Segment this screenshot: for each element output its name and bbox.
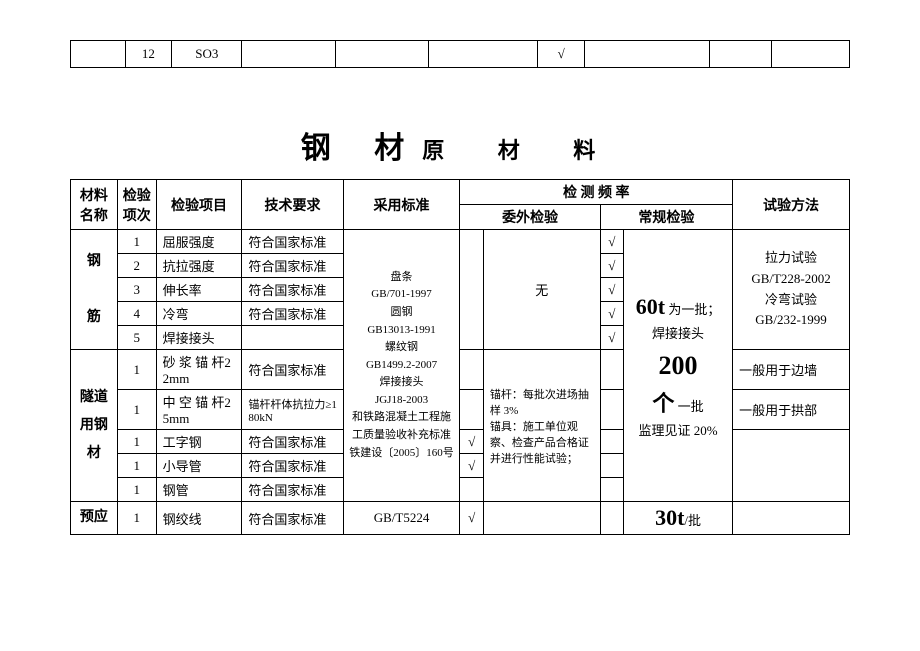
r-out-empty — [460, 230, 483, 350]
t1-m: 一般用于边墙 — [733, 350, 850, 390]
t5-t: 符合国家标准 — [242, 478, 343, 502]
t2-n: 1 — [117, 390, 156, 430]
cat-pres: 预应 — [71, 502, 118, 535]
top-c9 — [709, 41, 771, 68]
t2-t: 锚杆杆体抗拉力≥180kN — [242, 390, 343, 430]
t3-out: √ — [460, 430, 483, 454]
r1-chk: √ — [600, 230, 623, 254]
top-c1 — [71, 41, 126, 68]
t5-p: 钢管 — [156, 478, 242, 502]
top-c8 — [585, 41, 710, 68]
r5-n: 5 — [117, 326, 156, 350]
top-c3: SO3 — [172, 41, 242, 68]
r4-t: 符合国家标准 — [242, 302, 343, 326]
outsrc-none: 无 — [483, 230, 600, 350]
p1-t: 符合国家标准 — [242, 502, 343, 535]
hdr-item: 检验项次 — [117, 180, 156, 230]
r3-t: 符合国家标准 — [242, 278, 343, 302]
p1-n: 1 — [117, 502, 156, 535]
tunnel-outnote: 锚杆：每批次进场抽样 3% 锚具：施工单位观察、检查产品合格证并进行性能试验； — [483, 350, 600, 502]
r5-chk: √ — [600, 326, 623, 350]
p1-routine: 30t/批 — [624, 502, 733, 535]
t2-chk — [600, 390, 623, 430]
r3-chk: √ — [600, 278, 623, 302]
t4-out: √ — [460, 454, 483, 478]
hdr-standard: 采用标准 — [343, 180, 460, 230]
hdr-tech: 技术要求 — [242, 180, 343, 230]
r5-p: 焊接接头 — [156, 326, 242, 350]
p1-m — [733, 502, 850, 535]
standard-block: 盘条 GB/701-1997 圆钢 GB13013-1991 螺纹钢 GB149… — [343, 230, 460, 502]
t5-out — [460, 478, 483, 502]
t4-chk — [600, 454, 623, 478]
hdr-routine: 常规检验 — [600, 205, 732, 230]
hdr-outsrc: 委外检验 — [460, 205, 600, 230]
t1-n: 1 — [117, 350, 156, 390]
r5-t — [242, 326, 343, 350]
p1-chk — [600, 502, 623, 535]
r1-n: 1 — [117, 230, 156, 254]
t3-p: 工字钢 — [156, 430, 242, 454]
top-c5 — [335, 41, 428, 68]
t5-chk — [600, 478, 623, 502]
method-rebar: 拉力试验 GB/T228-2002 冷弯试验 GB/232-1999 — [733, 230, 850, 350]
hdr-project: 检验项目 — [156, 180, 242, 230]
top-c4 — [242, 41, 335, 68]
r4-n: 4 — [117, 302, 156, 326]
t1-p: 砂 浆 锚 杆22mm — [156, 350, 242, 390]
title-big: 钢 材 — [301, 132, 423, 165]
t3-n: 1 — [117, 430, 156, 454]
p1-std: GB/T5224 — [343, 502, 460, 535]
r4-chk: √ — [600, 302, 623, 326]
hdr-method: 试验方法 — [733, 180, 850, 230]
p1-outnote — [483, 502, 600, 535]
r4-p: 冷弯 — [156, 302, 242, 326]
p1-p: 钢绞线 — [156, 502, 242, 535]
page-title: 钢 材原 材 料 — [70, 123, 850, 167]
r2-n: 2 — [117, 254, 156, 278]
r2-p: 抗拉强度 — [156, 254, 242, 278]
main-table: 材料名称 检验项次 检验项目 技术要求 采用标准 检 测 频 率 试验方法 委外… — [70, 179, 850, 535]
routine-block: 60t 为一批； 焊接接头 200 个 一批 监理见证 20% — [624, 230, 733, 502]
t4-p: 小导管 — [156, 454, 242, 478]
p1-out: √ — [460, 502, 483, 535]
top-small-table: 12 SO3 √ — [70, 40, 850, 68]
t1-chk — [600, 350, 623, 390]
t1-out — [460, 350, 483, 390]
r3-p: 伸长率 — [156, 278, 242, 302]
r1-t: 符合国家标准 — [242, 230, 343, 254]
t2-p: 中 空 锚 杆25mm — [156, 390, 242, 430]
t3-t: 符合国家标准 — [242, 430, 343, 454]
title-small: 原 材 料 — [422, 138, 619, 163]
cat-tunnel: 隧道用钢材 — [71, 350, 118, 502]
top-c10 — [772, 41, 850, 68]
r2-chk: √ — [600, 254, 623, 278]
top-c7: √ — [538, 41, 585, 68]
t3-m — [733, 430, 850, 502]
top-c2: 12 — [125, 41, 172, 68]
hdr-freq: 检 测 频 率 — [460, 180, 733, 205]
t4-n: 1 — [117, 454, 156, 478]
hdr-material: 材料名称 — [71, 180, 118, 230]
t5-n: 1 — [117, 478, 156, 502]
cat-rebar: 钢 筋 — [71, 230, 118, 350]
r1-p: 屈服强度 — [156, 230, 242, 254]
t1-t: 符合国家标准 — [242, 350, 343, 390]
t2-out — [460, 390, 483, 430]
t2-m: 一般用于拱部 — [733, 390, 850, 430]
r2-t: 符合国家标准 — [242, 254, 343, 278]
t3-chk — [600, 430, 623, 454]
r3-n: 3 — [117, 278, 156, 302]
top-c6 — [429, 41, 538, 68]
t4-t: 符合国家标准 — [242, 454, 343, 478]
